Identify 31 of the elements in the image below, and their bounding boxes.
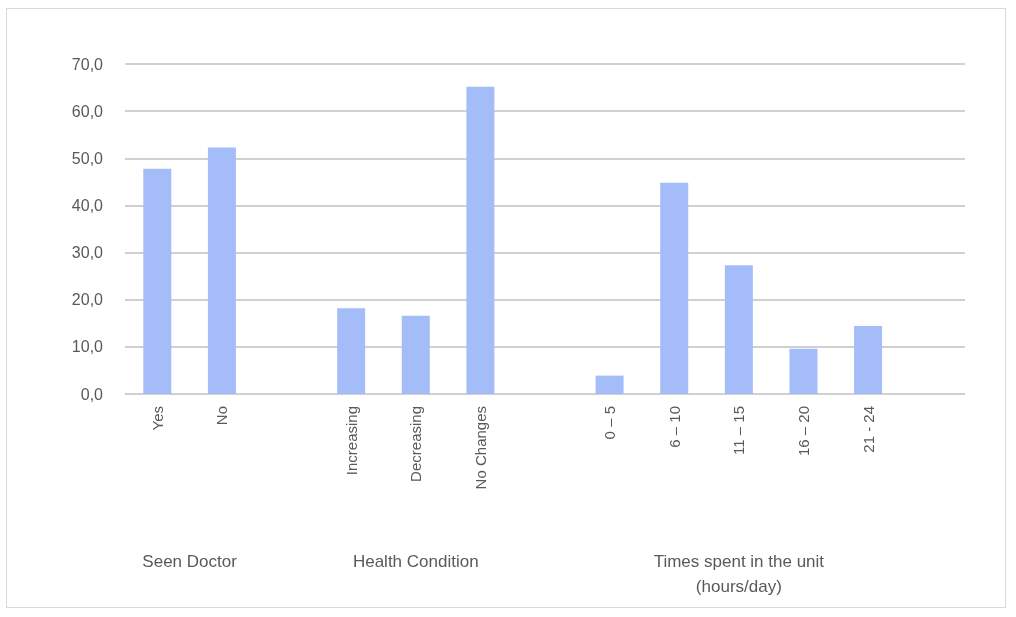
x-tick-label: Increasing (342, 406, 360, 476)
x-tick-label: No (213, 406, 231, 426)
y-tick-label: 40,0 (71, 196, 104, 214)
text: Health Condition (352, 552, 479, 571)
bar (660, 182, 689, 394)
bar (143, 168, 172, 394)
x-tick-label: 11 – 15 (730, 406, 748, 455)
y-tick-label: 10,0 (71, 338, 104, 356)
bar (466, 86, 495, 394)
x-tick-label: 16 – 20 (794, 406, 812, 457)
y-tick-label: 0,0 (80, 385, 104, 403)
x-tick-label: No Changes (471, 406, 489, 490)
bar (789, 348, 818, 394)
text: Seen Doctor (142, 552, 238, 571)
x-tick-label: 6 – 10 (665, 406, 683, 448)
x-tick-label: Decreasing (407, 406, 425, 482)
bar (724, 265, 753, 394)
bar (595, 375, 624, 394)
x-tick-label: 21 - 24 (859, 406, 877, 453)
x-tick-label: Yes (148, 406, 166, 431)
y-tick-label: 50,0 (71, 149, 104, 167)
y-tick-label: 20,0 (71, 291, 104, 309)
x-tick-label: 0 – 5 (601, 406, 619, 440)
bar (854, 326, 883, 394)
y-tick-label: 60,0 (71, 102, 104, 120)
y-tick-label: 30,0 (71, 244, 104, 262)
bar (401, 315, 430, 394)
y-tick-label: 70,0 (71, 55, 104, 73)
bar (337, 308, 366, 394)
text: Times spent in the unit (hours/day) (653, 552, 825, 596)
bar (207, 147, 236, 394)
